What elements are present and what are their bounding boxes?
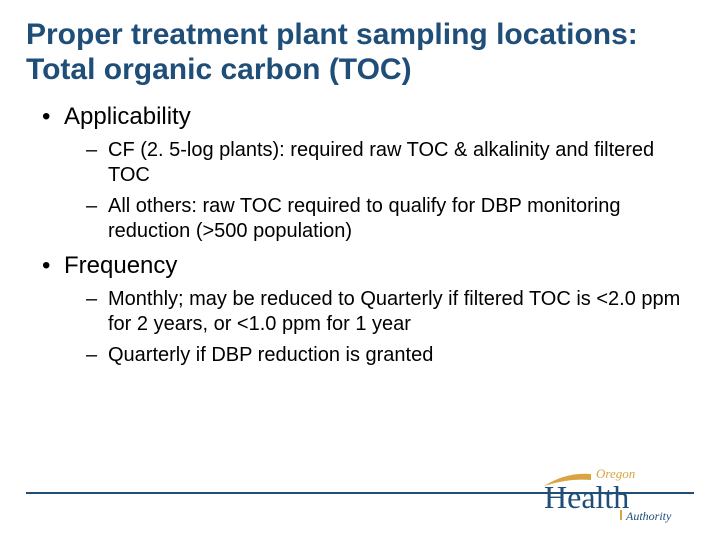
bullet-lvl1: Frequency (42, 250, 694, 281)
bullet-list: Applicability CF (2. 5-log plants): requ… (26, 101, 694, 368)
bullet-lvl2: Monthly; may be reduced to Quarterly if … (86, 287, 694, 337)
bullet-lvl1: Applicability (42, 101, 694, 132)
logo-health-text: Health (544, 479, 629, 515)
logo-authority-text: Authority (625, 509, 672, 523)
oregon-health-authority-logo: Oregon Health Authority (536, 464, 686, 524)
slide-title: Proper treatment plant sampling location… (26, 18, 694, 87)
bullet-lvl2: Quarterly if DBP reduction is granted (86, 343, 694, 368)
slide: Proper treatment plant sampling location… (0, 0, 720, 540)
bullet-lvl2: CF (2. 5-log plants): required raw TOC &… (86, 138, 694, 188)
bullet-lvl2: All others: raw TOC required to qualify … (86, 194, 694, 244)
slide-content: Applicability CF (2. 5-log plants): requ… (26, 101, 694, 368)
